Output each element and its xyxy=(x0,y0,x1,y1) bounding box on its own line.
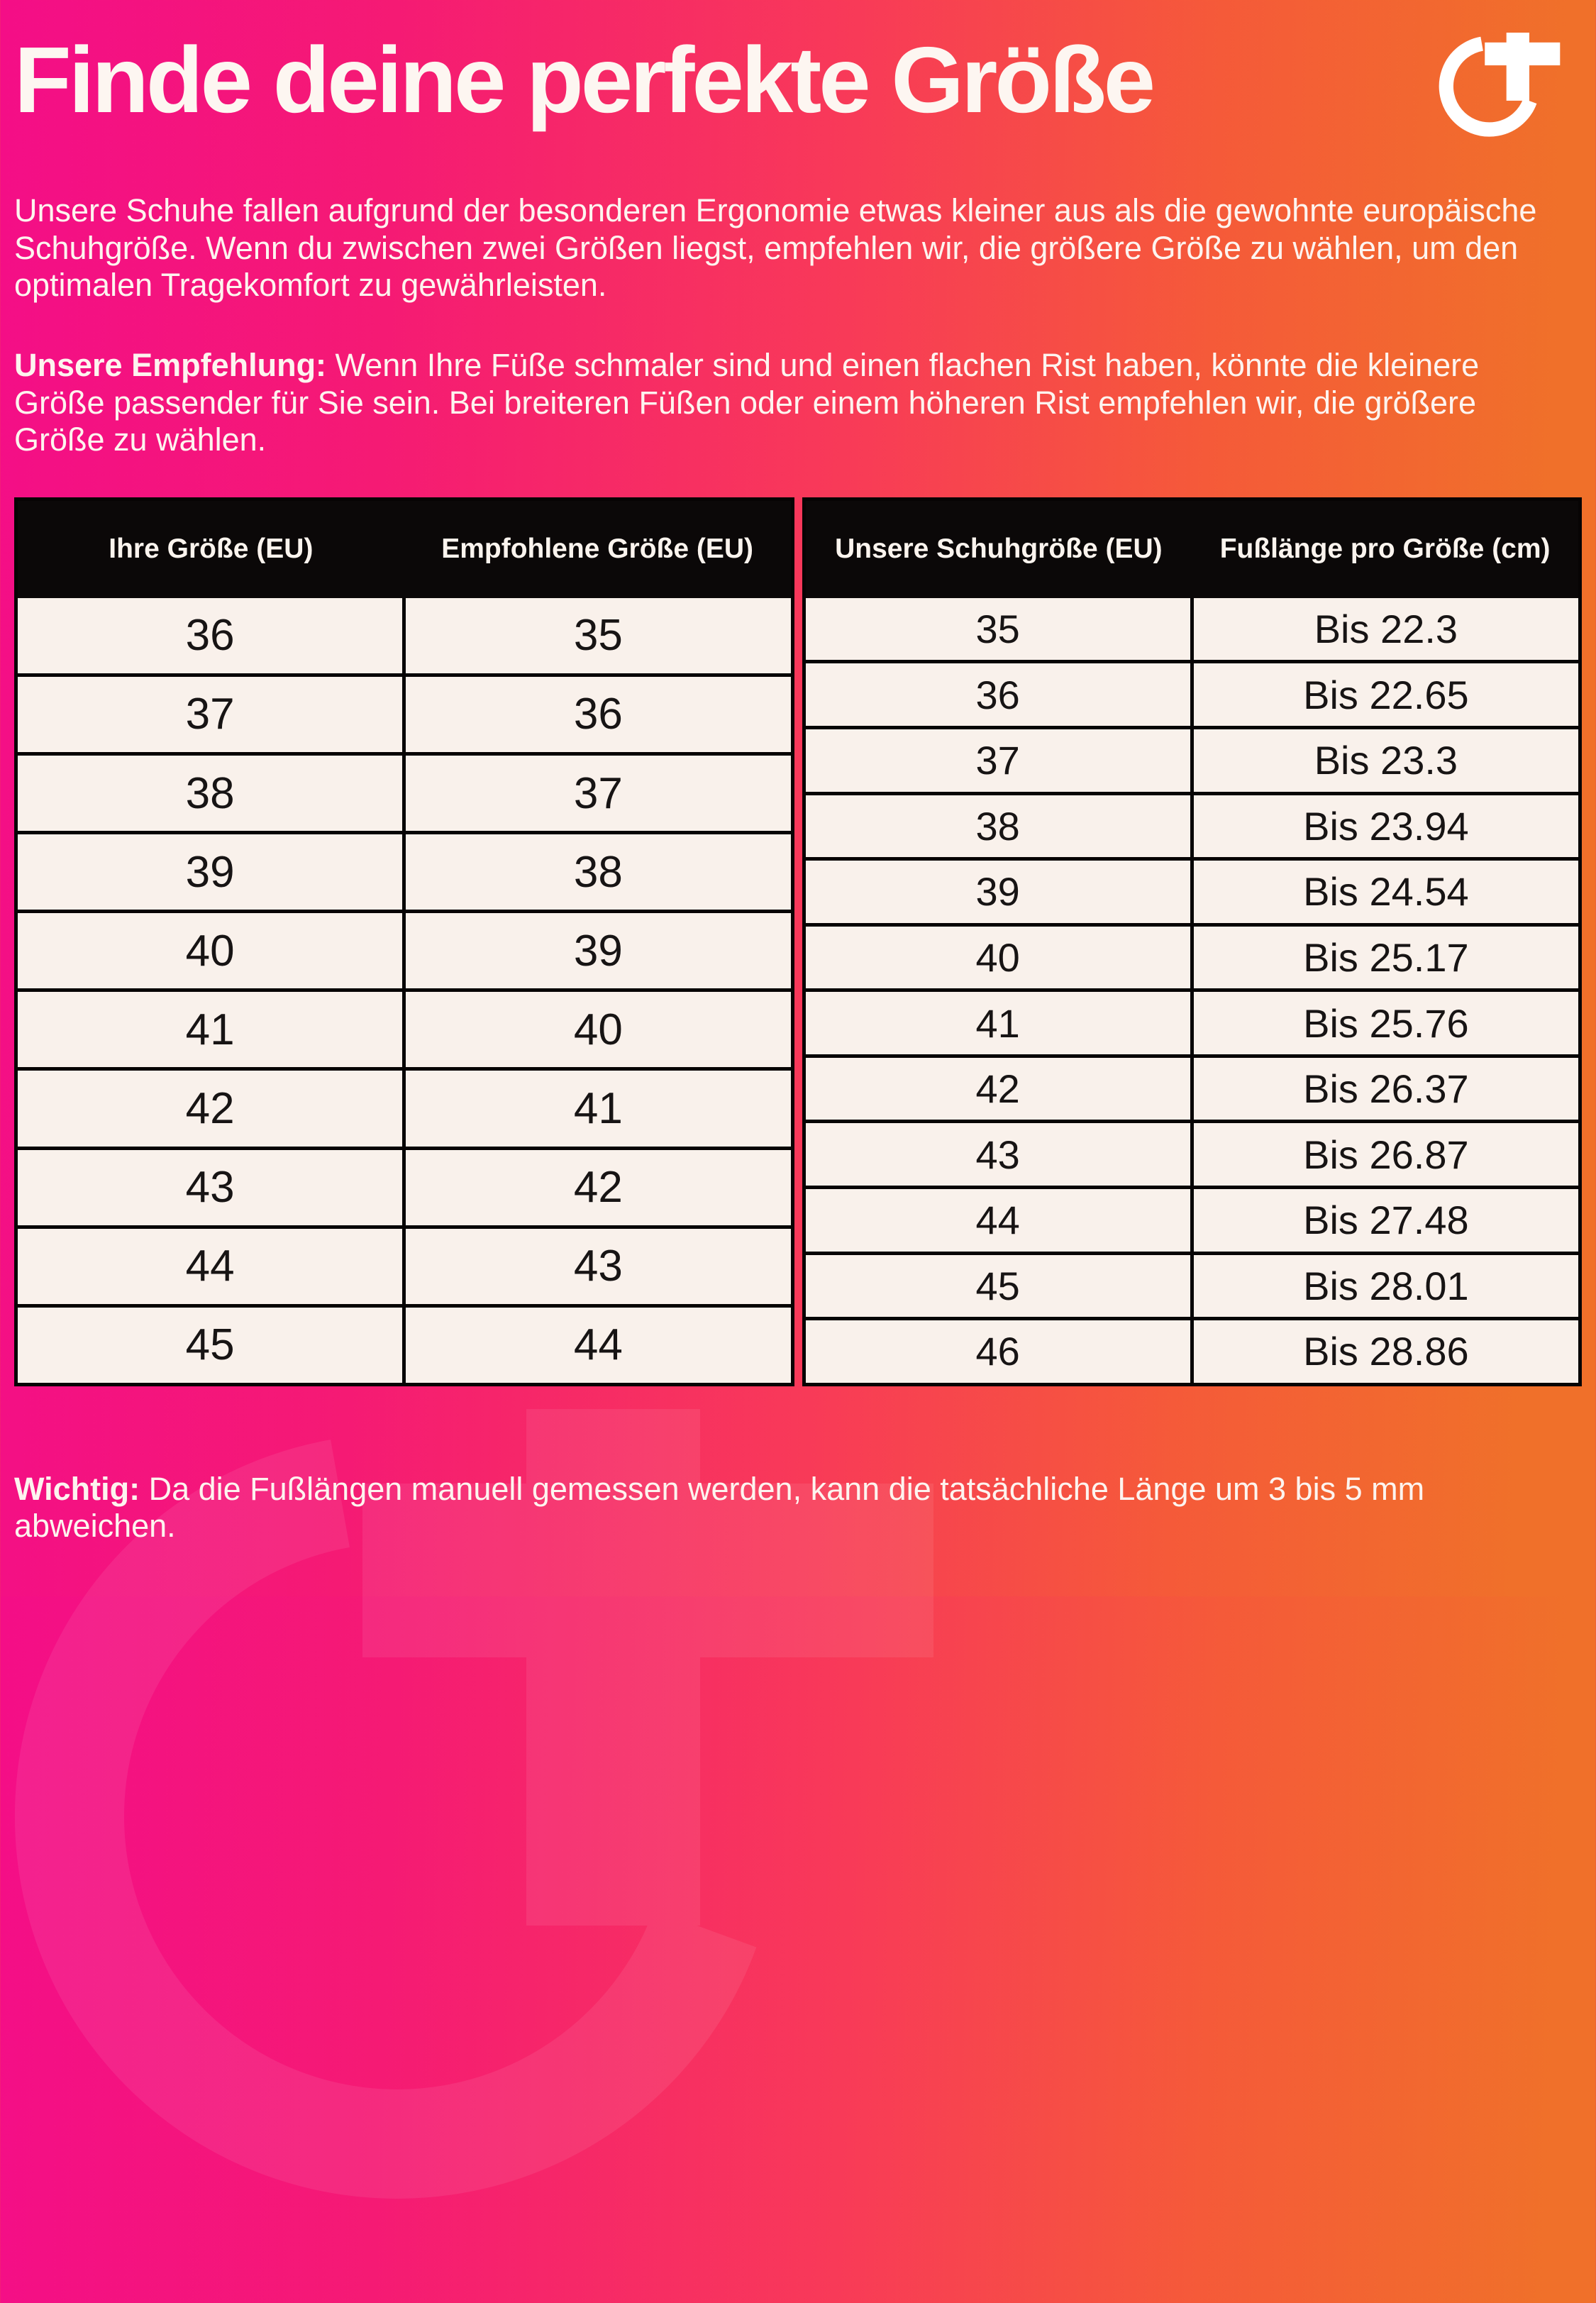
table-row: 45 Bis 28.01 xyxy=(805,1251,1578,1318)
table-cell: 38 xyxy=(975,803,1020,849)
table-cell: 38 xyxy=(402,834,790,910)
table-row: 42 Bis 26.37 xyxy=(805,1054,1578,1120)
table-cell: 43 xyxy=(975,1132,1020,1177)
table-cell: 38 xyxy=(185,768,235,818)
table-header: Unsere Schuhgröße (EU) Fußlänge pro Größ… xyxy=(805,500,1578,598)
header-cell: Fußlänge pro Größe (cm) xyxy=(1219,534,1551,565)
table-row: 38 Bis 23.94 xyxy=(805,791,1578,858)
table-cell: Bis 26.87 xyxy=(1190,1123,1578,1186)
table-cell: Bis 27.48 xyxy=(1190,1189,1578,1252)
size-guide-page: Finde deine perfekte Größe Unsere Schuhe… xyxy=(14,0,1582,1545)
recommendation-text: Unsere Empfehlung: Wenn Ihre Füße schmal… xyxy=(14,347,1550,459)
table-cell: 44 xyxy=(402,1307,790,1383)
header-row: Finde deine perfekte Größe xyxy=(14,0,1582,154)
recommendation-body: Wenn Ihre Füße schmaler sind und einen f… xyxy=(14,346,1480,458)
table-cell: 39 xyxy=(185,847,235,897)
table-cell: 41 xyxy=(185,1005,235,1054)
table-cell: 35 xyxy=(975,607,1020,652)
table-row: 41 Bis 25.76 xyxy=(805,988,1578,1054)
table-cell: 39 xyxy=(402,913,790,989)
table-cell: 37 xyxy=(402,756,790,832)
table-cell: 46 xyxy=(975,1329,1020,1374)
note-body: Da die Fußlängen manuell gemessen werden… xyxy=(14,1470,1425,1545)
header-cell: Unsere Schuhgröße (EU) xyxy=(835,534,1163,565)
table-row: 45 44 xyxy=(18,1303,791,1383)
table-row: 40 39 xyxy=(18,910,791,989)
table-cell: Bis 26.37 xyxy=(1190,1057,1578,1120)
size-conversion-table: Ihre Größe (EU) Empfohlene Größe (EU) 36… xyxy=(14,497,794,1386)
table-cell: Bis 22.65 xyxy=(1190,663,1578,726)
table-cell: 40 xyxy=(185,926,235,976)
table-cell: 36 xyxy=(975,672,1020,717)
tables-section: Ihre Größe (EU) Empfohlene Größe (EU) 36… xyxy=(14,497,1582,1386)
table-row: 37 36 xyxy=(18,673,791,753)
table-row: 43 Bis 26.87 xyxy=(805,1120,1578,1186)
header-cell: Empfohlene Größe (EU) xyxy=(441,534,754,565)
intro-text: Unsere Schuhe fallen aufgrund der besond… xyxy=(14,192,1537,304)
table-cell: Bis 25.76 xyxy=(1190,992,1578,1054)
table-cell: 42 xyxy=(402,1149,790,1225)
table-cell: 36 xyxy=(185,611,235,661)
table-cell: Bis 28.86 xyxy=(1190,1320,1578,1383)
table-row: 46 Bis 28.86 xyxy=(805,1317,1578,1383)
table-body: 36 35 37 36 38 37 39 38 40 39 41 40 42 41 43 42 … xyxy=(18,597,791,1383)
table-cell: Bis 23.3 xyxy=(1190,729,1578,792)
table-cell: 35 xyxy=(402,597,790,673)
table-row: 36 35 xyxy=(18,597,791,673)
table-row: 44 43 xyxy=(18,1225,791,1304)
table-cell: Bis 22.3 xyxy=(1190,597,1578,661)
recommendation-label: Unsere Empfehlung: xyxy=(14,346,327,383)
foot-length-table: Unsere Schuhgröße (EU) Fußlänge pro Größ… xyxy=(802,497,1582,1386)
table-cell: 43 xyxy=(402,1228,790,1304)
table-row: 41 40 xyxy=(18,988,791,1068)
table-cell: 40 xyxy=(975,935,1020,981)
header-cell: Ihre Größe (EU) xyxy=(109,534,314,565)
important-note: Wichtig: Da die Fußlängen manuell gemess… xyxy=(14,1471,1582,1545)
table-row: 40 Bis 25.17 xyxy=(805,922,1578,989)
table-cell: Bis 24.54 xyxy=(1190,861,1578,923)
table-row: 44 Bis 27.48 xyxy=(805,1186,1578,1252)
table-cell: 39 xyxy=(975,869,1020,915)
table-cell: Bis 25.17 xyxy=(1190,926,1578,989)
note-label: Wichtig: xyxy=(14,1470,140,1507)
table-cell: 41 xyxy=(402,1071,790,1147)
table-row: 35 Bis 22.3 xyxy=(806,597,1579,661)
table-cell: 42 xyxy=(975,1066,1020,1112)
table-body: 35 Bis 22.3 36 Bis 22.65 37 Bis 23.3 38 Bis … xyxy=(805,597,1579,1383)
table-cell: 44 xyxy=(185,1242,235,1291)
table-cell: 45 xyxy=(975,1263,1020,1308)
table-row: 42 41 xyxy=(18,1067,791,1147)
table-row: 43 42 xyxy=(18,1146,791,1225)
table-cell: 40 xyxy=(402,992,790,1068)
page-title: Finde deine perfekte Größe xyxy=(14,28,1156,132)
table-header: Ihre Größe (EU) Empfohlene Größe (EU) xyxy=(18,500,791,598)
table-cell: 37 xyxy=(975,738,1020,783)
table-row: 38 37 xyxy=(18,752,791,832)
table-cell: 45 xyxy=(185,1320,235,1370)
table-cell: 37 xyxy=(185,690,235,739)
table-row: 36 Bis 22.65 xyxy=(805,660,1578,726)
table-row: 39 Bis 24.54 xyxy=(805,857,1578,923)
brand-logo xyxy=(1436,33,1563,154)
o-plus-logo-icon xyxy=(1439,33,1561,137)
table-cell: Bis 23.94 xyxy=(1190,795,1578,858)
table-cell: Bis 28.01 xyxy=(1190,1254,1578,1318)
table-row: 39 38 xyxy=(18,831,791,910)
table-cell: 41 xyxy=(975,1000,1020,1046)
table-row: 37 Bis 23.3 xyxy=(805,726,1578,792)
table-cell: 44 xyxy=(975,1198,1020,1243)
table-cell: 42 xyxy=(185,1083,235,1133)
table-cell: 36 xyxy=(402,676,790,753)
table-cell: 43 xyxy=(185,1163,235,1213)
